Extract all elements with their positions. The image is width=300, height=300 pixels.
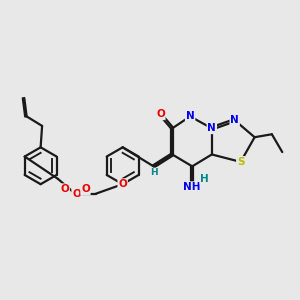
Text: O: O bbox=[156, 109, 165, 119]
Text: N: N bbox=[207, 123, 216, 133]
Text: NH: NH bbox=[184, 182, 201, 192]
Text: N: N bbox=[186, 111, 194, 122]
Text: O: O bbox=[72, 189, 81, 199]
Text: N: N bbox=[230, 115, 239, 125]
Text: H: H bbox=[200, 174, 209, 184]
Text: O: O bbox=[118, 179, 127, 189]
Text: H: H bbox=[150, 168, 158, 177]
Text: S: S bbox=[237, 157, 244, 167]
Text: O: O bbox=[60, 184, 69, 194]
Text: O: O bbox=[81, 184, 90, 194]
